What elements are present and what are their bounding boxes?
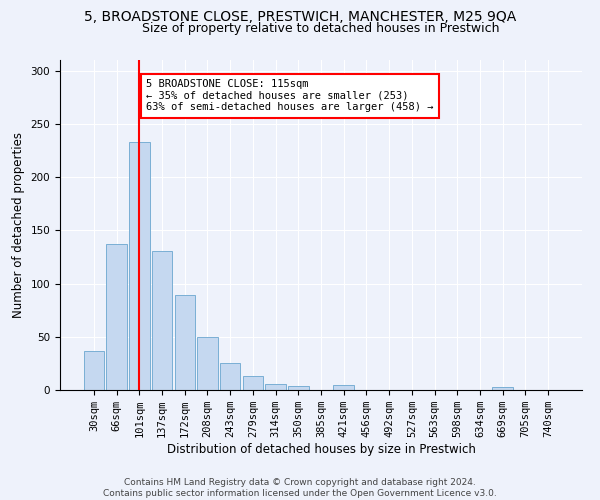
Bar	[288, 386, 308, 390]
Bar	[84, 350, 104, 390]
Bar	[265, 384, 286, 390]
Bar	[152, 250, 172, 390]
Y-axis label: Number of detached properties: Number of detached properties	[12, 132, 25, 318]
Bar	[334, 384, 354, 390]
Bar	[242, 376, 263, 390]
Text: 5, BROADSTONE CLOSE, PRESTWICH, MANCHESTER, M25 9QA: 5, BROADSTONE CLOSE, PRESTWICH, MANCHEST…	[84, 10, 516, 24]
Bar	[106, 244, 127, 390]
Text: 5 BROADSTONE CLOSE: 115sqm
← 35% of detached houses are smaller (253)
63% of sem: 5 BROADSTONE CLOSE: 115sqm ← 35% of deta…	[146, 79, 434, 112]
Bar	[493, 387, 513, 390]
Bar	[175, 296, 195, 390]
Bar	[197, 337, 218, 390]
Bar	[129, 142, 149, 390]
Text: Contains HM Land Registry data © Crown copyright and database right 2024.
Contai: Contains HM Land Registry data © Crown c…	[103, 478, 497, 498]
Bar	[220, 364, 241, 390]
X-axis label: Distribution of detached houses by size in Prestwich: Distribution of detached houses by size …	[167, 443, 475, 456]
Title: Size of property relative to detached houses in Prestwich: Size of property relative to detached ho…	[142, 22, 500, 35]
